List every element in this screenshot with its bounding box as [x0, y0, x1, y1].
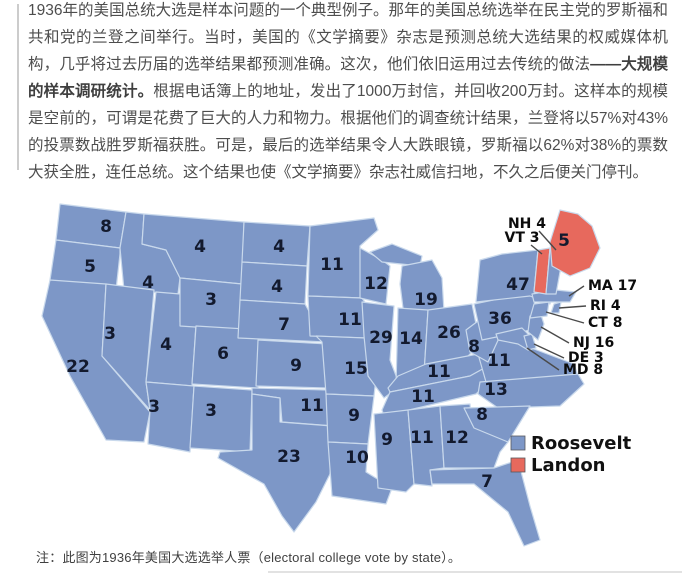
state-mi-upper-peninsula — [369, 243, 423, 267]
callout-label-de: DE 3 — [568, 350, 604, 366]
states-layer — [41, 203, 601, 547]
paragraph-bold-text: ——大规模的样本调研统计。 — [28, 56, 668, 100]
callout-line-nj — [540, 326, 570, 344]
figure-caption: 注：此图为1936年美国大选选举人票（electoral college vot… — [36, 550, 462, 565]
state-az — [145, 381, 195, 453]
state-ri — [550, 301, 562, 314]
callout-line-ri — [558, 305, 587, 309]
state-votes-ms: 9 — [381, 430, 393, 450]
state-votes-ga: 12 — [445, 428, 469, 448]
legend-roosevelt-swatch — [510, 435, 526, 451]
state-me — [549, 209, 601, 277]
state-votes-mt: 4 — [194, 237, 206, 257]
state-votes-ia: 11 — [338, 310, 362, 330]
state-votes-ar: 9 — [348, 406, 360, 426]
state-votes-oh: 26 — [437, 323, 461, 343]
state-votes-ks: 9 — [290, 356, 302, 376]
state-ct — [529, 301, 550, 319]
state-votes-mi: 19 — [414, 290, 438, 310]
blockquote-bar — [17, 4, 19, 170]
callout-label-ri: RI 4 — [590, 298, 621, 314]
state-votes-ky: 11 — [427, 362, 451, 382]
state-votes-wv: 8 — [468, 337, 480, 357]
state-votes-mn: 11 — [320, 255, 344, 275]
state-de — [523, 333, 537, 351]
state-votes-il: 29 — [369, 328, 393, 348]
state-votes-nm: 3 — [205, 401, 217, 421]
callout-line-vt — [530, 244, 543, 255]
callout-label-md: MD 8 — [563, 362, 603, 378]
callout-label-ct: CT 8 — [588, 315, 622, 331]
state-votes-id: 4 — [142, 273, 154, 293]
state-votes-me: 5 — [558, 231, 570, 251]
state-votes-nd: 4 — [273, 237, 285, 257]
state-votes-wa: 8 — [100, 217, 112, 237]
callout-line-ct — [545, 311, 585, 324]
legend-landon-swatch — [510, 457, 526, 473]
callout-line-de — [533, 343, 565, 359]
state-sc — [463, 405, 531, 443]
state-fl — [429, 459, 541, 547]
state-ms — [373, 409, 415, 493]
state-votes-sd: 4 — [271, 277, 283, 297]
state-votes-pa: 36 — [488, 309, 512, 329]
state-or — [49, 239, 121, 291]
state-votes-or: 5 — [84, 257, 96, 277]
legend-roosevelt-label: Roosevelt — [531, 433, 632, 454]
state-votes-la: 10 — [345, 448, 369, 468]
state-nc — [477, 373, 585, 409]
state-votes-sc: 8 — [476, 405, 488, 425]
electoral-map-figure: 8 5 22 4 3 4 3 4 3 6 3 4 4 7 9 11 23 11 11 15 9 10 12 19 29 14 26 1… — [30, 196, 660, 548]
state-nm — [189, 385, 253, 453]
divider-line — [268, 571, 682, 573]
callout-label-ma: MA 17 — [588, 278, 637, 294]
state-votes-al: 11 — [410, 428, 434, 448]
article-paragraph: 1936年的美国总统大选是样本问题的一个典型例子。那年的美国总统选举在民主党的罗… — [28, 0, 668, 186]
state-votes-tn: 11 — [411, 387, 435, 407]
state-votes-co: 6 — [217, 344, 229, 364]
callout-line-ma — [568, 285, 585, 297]
state-votes-in: 14 — [399, 329, 423, 349]
callout-line-nh — [538, 230, 557, 251]
state-votes-tx: 23 — [277, 447, 301, 467]
state-votes-nc: 13 — [484, 380, 508, 400]
map-legend: Roosevelt Landon — [510, 433, 632, 476]
state-votes-wy: 3 — [205, 290, 217, 310]
callout-label-nh: NH 4 — [508, 216, 546, 232]
state-votes-ny: 47 — [506, 275, 530, 295]
state-votes-ut: 4 — [160, 335, 172, 355]
state-votes-wi: 12 — [364, 274, 388, 294]
legend-landon-label: Landon — [531, 455, 606, 476]
callout-label-nj: NJ 16 — [573, 335, 614, 351]
state-votes-fl: 7 — [481, 472, 493, 492]
state-votes-va: 11 — [487, 351, 511, 371]
callout-line-md — [526, 347, 560, 371]
paragraph-text: 1936年的美国总统大选是样本问题的一个典型例子。那年的美国总统选举在民主党的罗… — [28, 2, 668, 73]
paragraph-text-2: 根据电话簿上的地址，发出了1000万封信，并回收200万封。这样本的规模是空前的… — [28, 83, 668, 181]
state-tx — [217, 393, 333, 533]
state-votes-nv: 3 — [104, 324, 116, 344]
state-votes-ne: 7 — [278, 315, 290, 335]
callout-label-vt: VT 3 — [505, 230, 540, 246]
state-votes-mo: 15 — [344, 359, 368, 379]
state-votes-az: 3 — [148, 397, 160, 417]
state-votes-ok: 11 — [300, 396, 324, 416]
state-votes-ca: 22 — [66, 357, 90, 377]
